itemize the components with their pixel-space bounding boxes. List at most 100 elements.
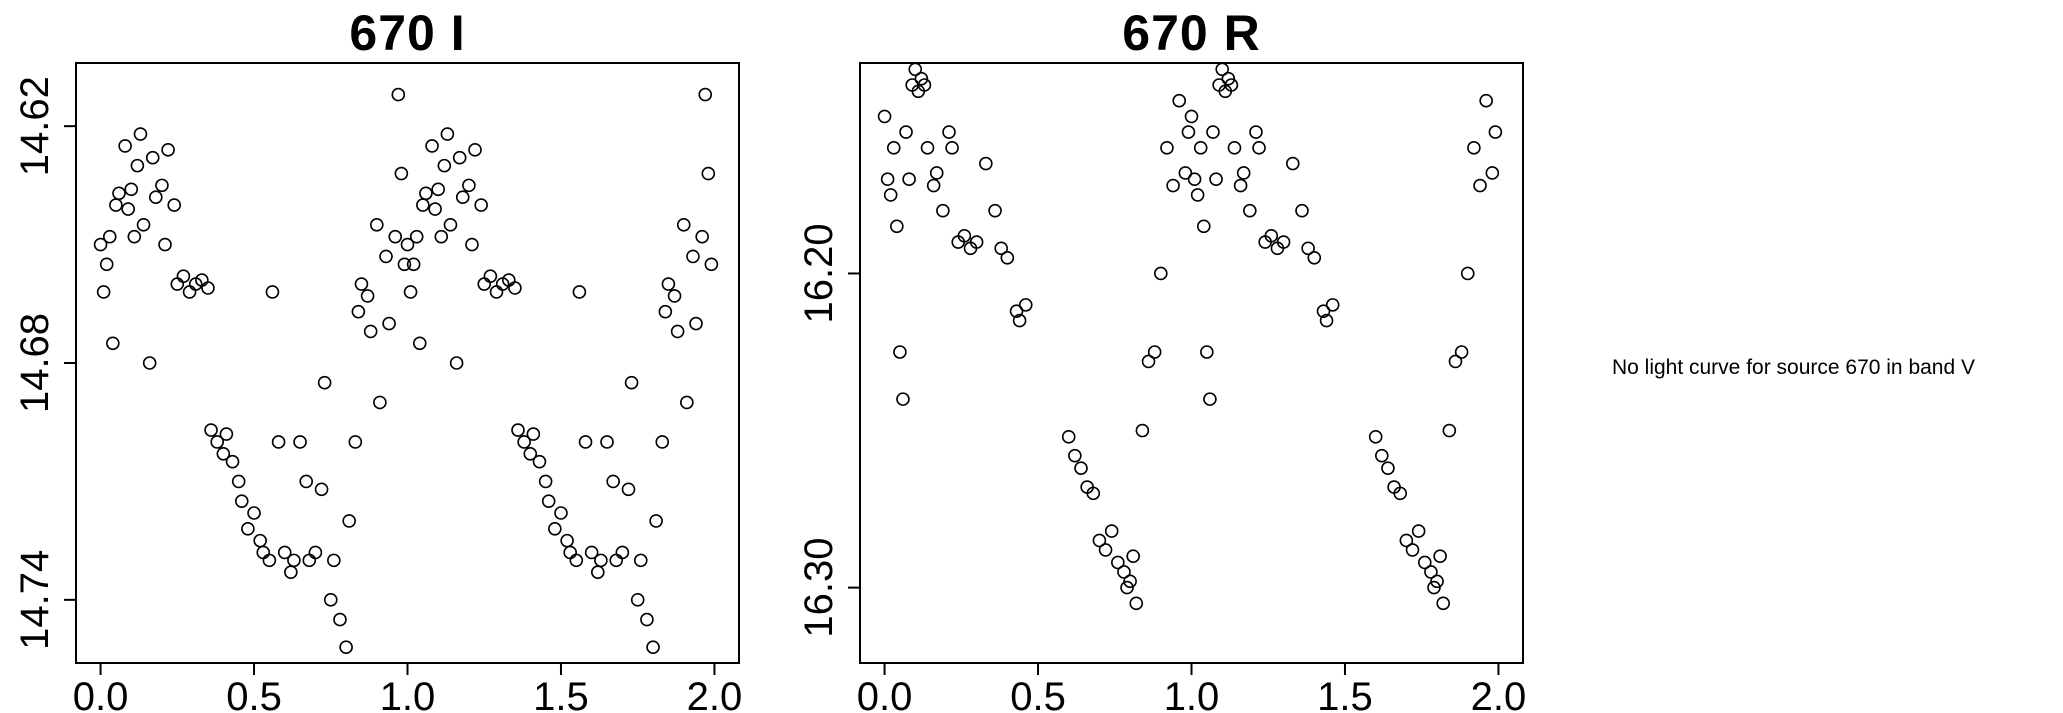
data-point xyxy=(1184,109,1199,124)
data-point xyxy=(600,435,614,449)
data-point xyxy=(234,494,249,508)
data-point xyxy=(1209,172,1223,187)
data-point xyxy=(1264,228,1279,243)
data-point xyxy=(158,237,172,252)
data-point xyxy=(437,158,452,173)
data-point xyxy=(1196,219,1211,234)
data-point xyxy=(434,229,449,244)
chart-title-R: 670 R xyxy=(1122,5,1261,61)
data-point xyxy=(462,178,476,193)
data-point xyxy=(449,356,464,370)
data-point xyxy=(511,423,525,437)
data-point xyxy=(1215,62,1229,77)
data-point xyxy=(271,435,286,449)
x-tick-label: 1.0 xyxy=(380,675,436,713)
data-point xyxy=(210,435,224,449)
data-point xyxy=(883,188,898,202)
data-point xyxy=(1399,533,1414,548)
x-tick-label: 0.5 xyxy=(226,675,282,713)
data-point xyxy=(1117,565,1131,579)
data-point xyxy=(1479,93,1493,108)
data-point xyxy=(1098,543,1113,557)
data-point xyxy=(680,395,694,410)
data-point xyxy=(93,237,108,252)
data-point xyxy=(640,612,654,627)
data-point xyxy=(1172,93,1187,108)
data-point xyxy=(877,109,892,124)
data-point xyxy=(1316,304,1331,318)
x-tick-label: 1.5 xyxy=(1317,675,1373,713)
data-point xyxy=(262,553,277,568)
data-point xyxy=(388,229,403,244)
data-point xyxy=(1147,345,1162,359)
data-point xyxy=(578,435,593,449)
data-point xyxy=(219,427,234,441)
data-point xyxy=(1009,304,1024,318)
data-point xyxy=(526,427,541,441)
data-point xyxy=(1120,580,1134,595)
data-point xyxy=(323,593,338,607)
data-point xyxy=(1319,313,1334,328)
data-point xyxy=(412,336,427,351)
data-point xyxy=(277,545,292,560)
data-point xyxy=(649,514,663,528)
data-point xyxy=(1193,141,1208,155)
x-tick-label: 1.5 xyxy=(533,675,589,713)
y-tick-label: 16.20 xyxy=(797,223,841,323)
data-point xyxy=(979,156,993,171)
data-point xyxy=(554,506,568,520)
data-point xyxy=(1448,354,1463,369)
data-point xyxy=(400,237,415,252)
data-point xyxy=(896,392,910,406)
data-point xyxy=(902,172,916,187)
data-point xyxy=(1129,596,1144,611)
data-point xyxy=(615,545,630,560)
data-point xyxy=(569,553,584,568)
data-point xyxy=(1221,71,1236,86)
no-data-message: No light curve for source 670 in band V xyxy=(1611,356,1976,379)
data-point xyxy=(1430,574,1444,589)
data-point xyxy=(231,474,246,489)
data-point xyxy=(917,78,932,92)
data-point xyxy=(106,336,120,351)
data-point xyxy=(287,553,301,568)
data-point xyxy=(646,640,660,655)
data-point xyxy=(1068,448,1082,463)
data-point xyxy=(630,593,645,607)
x-tick-label: 1.0 xyxy=(1164,675,1220,713)
data-point xyxy=(265,285,280,299)
data-point xyxy=(225,454,240,469)
data-point xyxy=(676,218,691,232)
data-point xyxy=(914,71,929,86)
x-tick-label: 0.0 xyxy=(73,675,129,713)
data-point xyxy=(701,166,716,181)
data-point xyxy=(416,198,430,212)
data-point xyxy=(957,228,972,243)
x-tick-label: 2.0 xyxy=(687,675,743,713)
data-point xyxy=(670,324,685,339)
data-point xyxy=(1074,461,1088,476)
data-point xyxy=(1141,354,1156,369)
data-point xyxy=(241,521,255,536)
data-point xyxy=(1325,298,1340,312)
data-point xyxy=(994,241,1008,256)
data-point xyxy=(1190,188,1205,202)
data-point xyxy=(661,277,676,291)
data-point xyxy=(606,474,620,489)
data-point xyxy=(419,186,433,201)
data-point xyxy=(704,257,719,272)
y-tick-label: 14.74 xyxy=(13,550,57,650)
data-point xyxy=(1276,235,1291,249)
data-point xyxy=(1381,461,1395,476)
data-point xyxy=(548,521,562,536)
y-tick-label: 16.30 xyxy=(797,538,841,638)
data-point xyxy=(1375,448,1389,463)
data-point xyxy=(523,446,538,461)
data-point xyxy=(1126,549,1140,563)
data-point xyxy=(1243,203,1257,218)
data-point xyxy=(379,249,393,264)
data-point xyxy=(1000,250,1015,265)
data-point xyxy=(1467,141,1481,155)
data-point xyxy=(508,281,522,295)
